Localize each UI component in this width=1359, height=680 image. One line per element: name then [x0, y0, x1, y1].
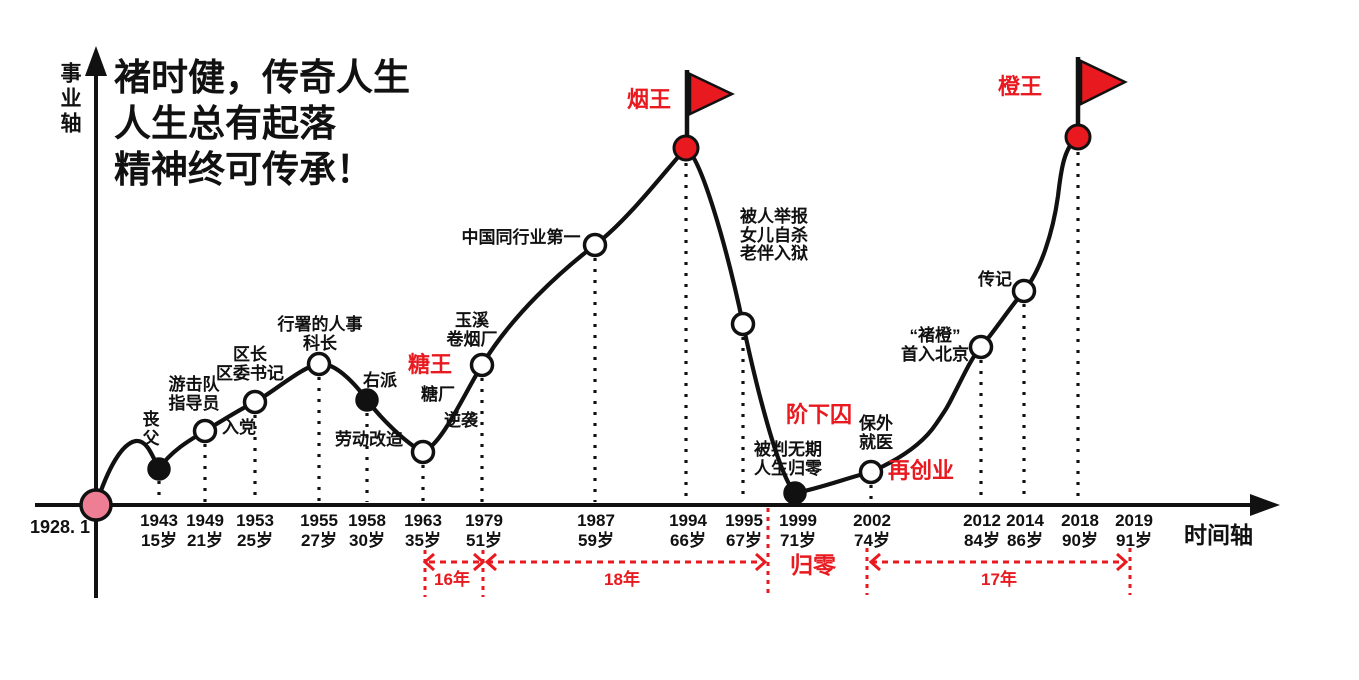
dot-1955	[306, 351, 332, 377]
arrow-left-17y	[868, 552, 881, 572]
x-axis-arrowhead	[1250, 494, 1280, 516]
badge-sugar-king: 糖王	[407, 352, 453, 377]
dot-1949	[192, 418, 218, 444]
milestone-dots	[147, 123, 1092, 505]
badge-orange-king: 橙王	[997, 74, 1043, 99]
event-2012: “褚橙” 首入北京	[901, 326, 969, 364]
tick-1995: 1995 67岁	[725, 511, 763, 550]
dot-1953	[242, 389, 268, 415]
arrow-left-18y	[484, 552, 497, 572]
origin-dot	[79, 488, 113, 522]
tick-2012: 2012 84岁	[963, 511, 1001, 550]
event-1953-title: 区长 区委书记	[216, 345, 284, 383]
event-1979: 玉溪 卷烟厂	[446, 311, 498, 349]
flag-1994	[684, 70, 735, 148]
tick-1979: 1979 51岁	[465, 511, 503, 550]
tick-1943: 1943 15岁	[140, 511, 178, 550]
span-lines	[422, 508, 1132, 597]
tick-1963: 1963 35岁	[404, 511, 442, 550]
dot-1994	[672, 134, 700, 162]
event-1943: 丧 父	[142, 410, 160, 448]
span-label-18y: 18年	[604, 570, 640, 589]
event-1999: 被判无期 人生归零	[754, 440, 822, 478]
span-label-17y: 17年	[981, 570, 1017, 589]
dot-1995	[730, 311, 756, 337]
y-axis-arrowhead	[85, 46, 107, 76]
event-1953: 入党	[222, 418, 256, 437]
flag-2018	[1075, 57, 1128, 137]
event-2002: 保外 就医	[859, 414, 893, 452]
tick-1953: 1953 25岁	[236, 511, 274, 550]
x-axis-label: 时间轴	[1184, 522, 1253, 548]
y-axis-label: 事业轴	[58, 62, 81, 137]
tick-2002: 2002 74岁	[853, 511, 891, 550]
event-1955: 行署的人事 科长	[277, 315, 363, 353]
event-1987: 中国同行业第一	[461, 228, 581, 247]
dot-2018	[1064, 123, 1092, 151]
dot-1999	[783, 481, 807, 505]
tick-2018: 2018 90岁	[1061, 511, 1099, 550]
origin-label: 1928. 1	[30, 517, 91, 537]
dot-2002	[858, 459, 884, 485]
droplines	[157, 152, 1080, 502]
tick-2014: 2014 86岁	[1006, 511, 1044, 550]
span-label-16y: 16年	[434, 570, 470, 589]
dot-2014	[1011, 278, 1037, 304]
event-1958-note: 劳动改造	[335, 430, 403, 449]
reset-label: 归零	[790, 552, 836, 578]
dot-1963	[410, 439, 436, 465]
tick-1987: 1987 59岁	[577, 511, 615, 550]
arrow-left-16y	[422, 552, 435, 572]
dot-2012	[968, 334, 994, 360]
arrow-right-18y	[755, 552, 768, 572]
dot-1943	[147, 457, 171, 481]
tick-1955: 1955 27岁	[300, 511, 338, 550]
event-2014: 传记	[978, 270, 1012, 289]
event-1949: 游击队 指导员	[168, 375, 220, 413]
badge-tobacco-king: 烟王	[626, 87, 672, 112]
dot-1958	[355, 388, 379, 412]
badge-prisoner: 阶下囚	[785, 402, 853, 427]
tick-1958: 1958 30岁	[348, 511, 386, 550]
tick-1949: 1949 21岁	[186, 511, 224, 550]
tick-1994: 1994 66岁	[669, 511, 707, 550]
event-1963: 糖厂	[421, 385, 455, 404]
tick-1999: 1999 71岁	[779, 511, 817, 550]
arrow-right-17y	[1116, 552, 1129, 572]
event-1958: 右派	[363, 371, 397, 390]
event-1995: 被人举报 女儿自杀 老伴入狱	[740, 207, 808, 264]
tick-2019: 2019 91岁	[1115, 511, 1153, 550]
badge-restart: 再创业	[887, 458, 955, 483]
event-1963-note: 逆袭	[444, 411, 478, 430]
dot-1979	[469, 352, 495, 378]
dot-1987	[582, 232, 608, 258]
page-title: 褚时健，传奇人生 人生总有起落 精神终可传承！	[114, 57, 410, 190]
arrow-right-16y	[473, 552, 486, 572]
